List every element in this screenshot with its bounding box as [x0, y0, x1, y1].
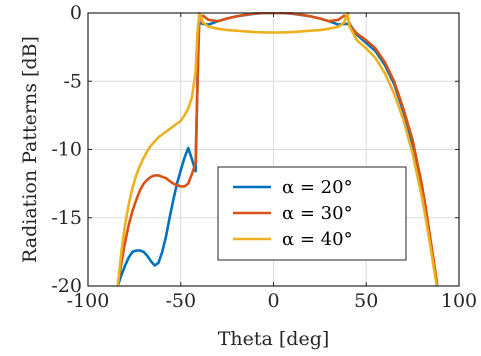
- y-tick-label: -10: [51, 139, 82, 161]
- y-tick-label: -20: [51, 275, 82, 297]
- series-line-2: [116, 12, 439, 286]
- tick-labels: -100 -50 0 50 100 0 -5 -10 -15 -20: [51, 2, 477, 312]
- x-tick-label: -50: [165, 290, 196, 312]
- legend-label-1: α = 20°: [282, 177, 353, 198]
- legend: α = 20° α = 30° α = 40°: [217, 166, 407, 261]
- legend-label-3: α = 40°: [282, 229, 353, 250]
- x-tick-label: 50: [354, 290, 378, 312]
- x-tick-label: -100: [67, 290, 110, 312]
- y-tick-label: -5: [63, 70, 82, 92]
- x-tick-label: 0: [267, 290, 279, 312]
- y-axis-label: Radiation Patterns [dB]: [19, 36, 41, 263]
- y-tick-label: -15: [51, 207, 82, 229]
- y-tick-label: 0: [70, 2, 82, 24]
- axis-ticks: [87, 12, 460, 287]
- series-line-3: [116, 12, 439, 286]
- x-tick-label: 100: [441, 290, 477, 312]
- series-lines: [116, 12, 439, 286]
- legend-items: α = 20° α = 30° α = 40°: [233, 177, 353, 250]
- legend-label-2: α = 30°: [282, 203, 353, 224]
- x-axis-label: Theta [deg]: [218, 328, 330, 350]
